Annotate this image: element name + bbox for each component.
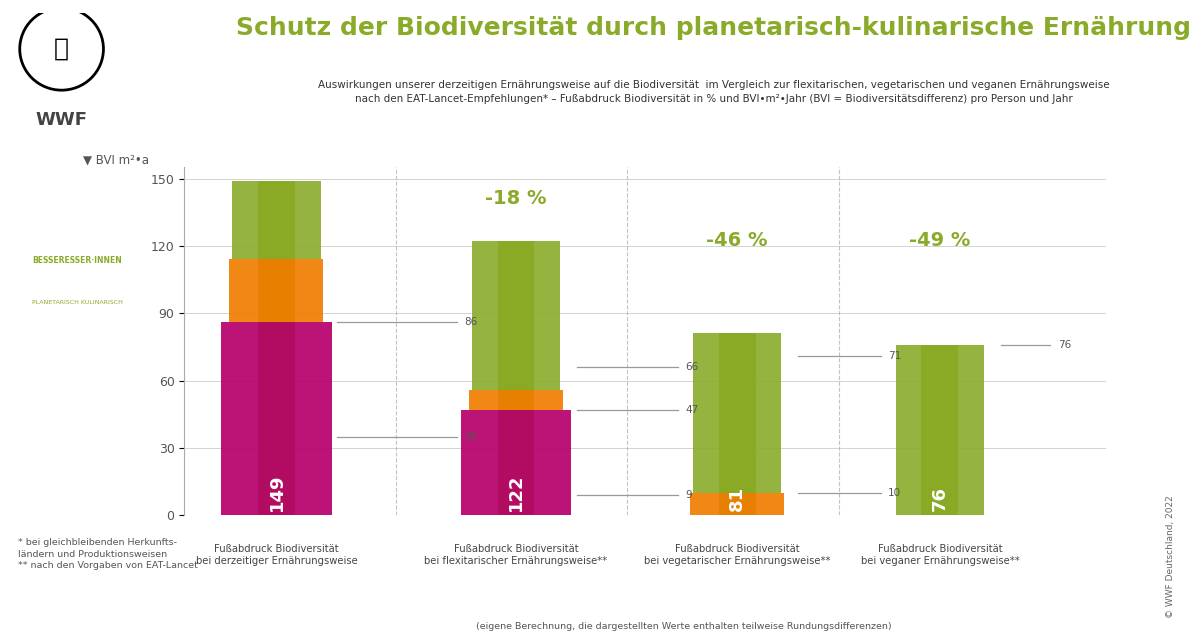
Text: 122: 122: [507, 473, 526, 511]
Bar: [690, 493, 785, 515]
Bar: [498, 242, 535, 515]
Bar: [461, 410, 571, 515]
Text: PLANETARISCH KULINARISCH: PLANETARISCH KULINARISCH: [32, 300, 122, 305]
Text: Fußabdruck Biodiversität
bei derzeitiger Ernährungsweise: Fußabdruck Biodiversität bei derzeitiger…: [195, 544, 358, 566]
Text: BESSERESSER·INNEN: BESSERESSER·INNEN: [32, 256, 122, 265]
Text: WWF: WWF: [36, 111, 88, 129]
Bar: [221, 322, 332, 515]
Text: Fußabdruck Biodiversität
bei vegetarischer Ernährungsweise**: Fußabdruck Biodiversität bei vegetarisch…: [644, 544, 830, 566]
Text: * bei gleichbleibenden Herkunfts-
ländern und Produktionsweisen
** nach den Vorg: * bei gleichbleibenden Herkunfts- länder…: [18, 538, 197, 571]
Bar: [468, 390, 564, 410]
Text: 47: 47: [686, 404, 699, 415]
Bar: [921, 345, 958, 515]
Bar: [895, 345, 984, 515]
Text: (eigene Berechnung, die dargestellten Werte enthalten teilweise Rundungsdifferen: (eigene Berechnung, die dargestellten We…: [476, 622, 892, 631]
Text: © WWF Deutschland, 2022: © WWF Deutschland, 2022: [1165, 495, 1175, 618]
Bar: [718, 334, 756, 515]
Bar: [229, 260, 323, 322]
Text: 🐼: 🐼: [54, 37, 69, 61]
Text: 149: 149: [268, 473, 285, 511]
Text: 10: 10: [888, 488, 901, 498]
Text: Fußabdruck Biodiversität
bei veganer Ernährungsweise**: Fußabdruck Biodiversität bei veganer Ern…: [861, 544, 1019, 566]
Text: Fußabdruck Biodiversität
bei flexitarischer Ernährungsweise**: Fußabdruck Biodiversität bei flexitarisc…: [424, 544, 608, 566]
Text: 86: 86: [465, 317, 478, 327]
Text: -46 %: -46 %: [706, 231, 768, 251]
Text: Auswirkungen unserer derzeitigen Ernährungsweise auf die Biodiversität  im Vergl: Auswirkungen unserer derzeitigen Ernähru…: [317, 80, 1109, 104]
Text: 66: 66: [686, 362, 699, 372]
Text: 9: 9: [686, 490, 692, 500]
Text: -49 %: -49 %: [910, 231, 970, 251]
Text: 71: 71: [888, 351, 901, 361]
Text: Schutz der Biodiversität durch planetarisch-kulinarische Ernährung: Schutz der Biodiversität durch planetari…: [235, 16, 1189, 40]
Bar: [232, 181, 321, 260]
Bar: [472, 242, 560, 390]
Text: ▼ BVI m²•a: ▼ BVI m²•a: [83, 153, 149, 167]
Text: 76: 76: [1058, 339, 1071, 350]
Text: 81: 81: [728, 486, 747, 511]
Text: 35: 35: [465, 431, 478, 442]
Text: 76: 76: [931, 486, 949, 511]
Text: -18 %: -18 %: [485, 189, 547, 208]
Bar: [693, 334, 781, 493]
Bar: [258, 181, 295, 515]
